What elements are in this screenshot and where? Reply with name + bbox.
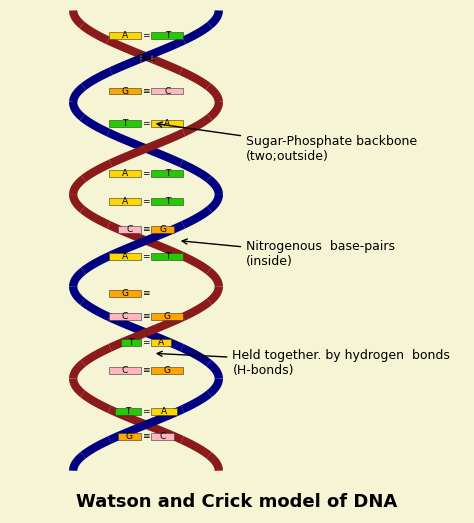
Text: ≡: ≡ <box>142 312 150 321</box>
FancyBboxPatch shape <box>152 253 183 260</box>
Text: ≡: ≡ <box>142 289 150 298</box>
Text: G: G <box>159 224 166 234</box>
Text: =: = <box>142 407 150 416</box>
FancyBboxPatch shape <box>152 433 174 440</box>
FancyBboxPatch shape <box>152 225 174 233</box>
Text: ≡: ≡ <box>142 431 150 441</box>
FancyBboxPatch shape <box>118 225 140 233</box>
FancyBboxPatch shape <box>152 32 183 39</box>
Text: =: = <box>142 197 150 206</box>
Text: T: T <box>125 407 130 416</box>
FancyBboxPatch shape <box>109 170 140 177</box>
FancyBboxPatch shape <box>109 313 140 320</box>
Text: Watson and Crick model of DNA: Watson and Crick model of DNA <box>76 494 398 511</box>
FancyBboxPatch shape <box>152 87 183 95</box>
Text: =: = <box>142 338 150 347</box>
Text: T: T <box>122 119 128 128</box>
Text: ≡: ≡ <box>142 86 150 96</box>
Text: A: A <box>121 31 128 40</box>
Text: =: = <box>142 252 150 261</box>
Text: A: A <box>121 252 128 261</box>
FancyBboxPatch shape <box>109 253 140 260</box>
Text: T: T <box>164 169 170 178</box>
FancyBboxPatch shape <box>152 339 171 346</box>
Text: T: T <box>128 338 134 347</box>
Text: A: A <box>164 119 171 128</box>
Text: G: G <box>164 366 171 375</box>
Text: A: A <box>161 407 167 416</box>
Text: C: C <box>148 54 155 63</box>
Text: Sugar-Phosphate backbone
(two;outside): Sugar-Phosphate backbone (two;outside) <box>157 122 417 163</box>
Text: A: A <box>158 338 164 347</box>
Text: ≡: ≡ <box>142 366 150 375</box>
Text: Nitrogenous  base-pairs
(inside): Nitrogenous base-pairs (inside) <box>182 239 395 268</box>
Text: C: C <box>121 366 128 375</box>
Text: G: G <box>137 54 144 63</box>
Text: G: G <box>164 312 171 321</box>
FancyBboxPatch shape <box>152 120 183 127</box>
Text: C: C <box>160 431 166 441</box>
Text: A: A <box>121 169 128 178</box>
Text: =: = <box>142 31 150 40</box>
FancyBboxPatch shape <box>109 198 140 205</box>
FancyBboxPatch shape <box>109 120 140 127</box>
FancyBboxPatch shape <box>152 170 183 177</box>
FancyBboxPatch shape <box>121 339 140 346</box>
Text: C: C <box>121 312 128 321</box>
Text: G: G <box>121 289 128 298</box>
FancyBboxPatch shape <box>109 290 140 297</box>
Text: =: = <box>142 169 150 178</box>
FancyBboxPatch shape <box>152 313 183 320</box>
Text: C: C <box>164 86 171 96</box>
Text: T: T <box>164 31 170 40</box>
Text: ≡: ≡ <box>142 224 150 234</box>
FancyBboxPatch shape <box>109 87 140 95</box>
Text: ≡: ≡ <box>142 54 150 63</box>
FancyBboxPatch shape <box>118 433 140 440</box>
Text: G: G <box>121 86 128 96</box>
Text: T: T <box>164 252 170 261</box>
FancyBboxPatch shape <box>152 408 177 415</box>
Text: A: A <box>121 197 128 206</box>
FancyBboxPatch shape <box>152 198 183 205</box>
FancyBboxPatch shape <box>109 367 140 374</box>
FancyBboxPatch shape <box>109 32 140 39</box>
Text: C: C <box>126 224 132 234</box>
Text: T: T <box>164 197 170 206</box>
Text: =: = <box>142 119 150 128</box>
Text: Held together. by hydrogen  bonds
(H-bonds): Held together. by hydrogen bonds (H-bond… <box>157 348 450 377</box>
FancyBboxPatch shape <box>115 408 140 415</box>
Text: G: G <box>126 431 133 441</box>
FancyBboxPatch shape <box>152 367 183 374</box>
